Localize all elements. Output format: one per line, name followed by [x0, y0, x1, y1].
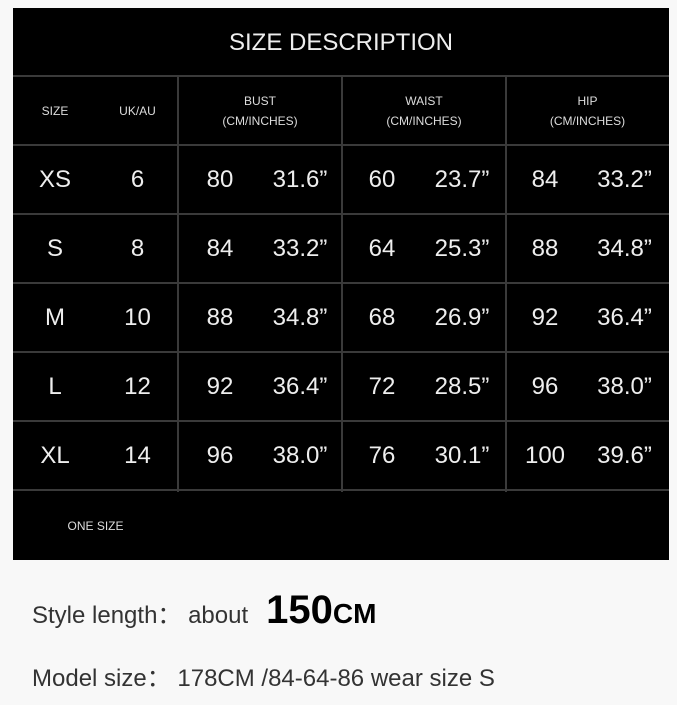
header-waist-unit: (CM/INCHES) [386, 113, 462, 128]
cell-waist-in: 23.7” [434, 165, 490, 193]
cell-hip-cm: 92 [531, 303, 559, 331]
cell-waist-in: 25.3” [434, 234, 490, 262]
cell-bust-in: 36.4” [272, 372, 328, 400]
header-ukau: UK/AU [119, 103, 156, 118]
cell-bust-cm: 84 [206, 234, 234, 262]
cell-bust-cm: 88 [206, 303, 234, 331]
header-size: SIZE [41, 103, 69, 118]
style-length-unit: CM [332, 598, 377, 629]
cell-waist-in: 30.1” [434, 441, 490, 469]
cell-ukau: 10 [124, 303, 151, 331]
cell-hip-in: 34.8” [597, 234, 652, 262]
cell-bust-in: 33.2” [272, 234, 328, 262]
cell-size: L [48, 372, 62, 400]
cell-ukau: 8 [130, 234, 145, 262]
cell-waist-cm: 68 [368, 303, 396, 331]
header-waist: WAIST (CM/INCHES) [342, 77, 506, 144]
header-hip-unit: (CM/INCHES) [549, 113, 626, 128]
cell-ukau: 12 [124, 372, 151, 400]
cell-bust-in: 31.6” [272, 165, 328, 193]
cell-size: S [46, 234, 63, 262]
cell-bust-cm: 92 [206, 372, 234, 400]
cell-waist-in: 26.9” [434, 303, 490, 331]
cell-hip-cm: 88 [531, 234, 559, 262]
cell-bust-in: 34.8” [272, 303, 328, 331]
one-size-label: ONE SIZE [67, 519, 124, 533]
cell-hip-in: 38.0” [597, 372, 652, 400]
header-hip: HIP (CM/INCHES) [506, 77, 669, 144]
cell-hip-in: 36.4” [597, 303, 652, 331]
cell-bust-in: 38.0” [272, 441, 328, 469]
cell-waist-in: 28.5” [434, 372, 490, 400]
cell-waist-cm: 76 [368, 441, 396, 469]
cell-bust-cm: 96 [206, 441, 234, 469]
cell-hip-cm: 100 [524, 441, 566, 469]
cell-size: XL [40, 441, 70, 469]
model-size: Model size： 178CM /84-64-86 wear size S [32, 665, 495, 692]
cell-ukau: 14 [124, 441, 151, 469]
style-length-value: 150 [266, 588, 333, 632]
divider [341, 77, 343, 492]
header-bust-unit: (CM/INCHES) [222, 113, 298, 128]
chart-title: SIZE DESCRIPTION [13, 8, 669, 77]
style-length: Style length： about 150CM [32, 588, 376, 638]
cell-bust-cm: 80 [206, 165, 234, 193]
cell-hip-in: 39.6” [597, 441, 652, 469]
style-length-label: Style length： about [32, 602, 249, 629]
cell-ukau: 6 [130, 165, 145, 193]
cell-hip-cm: 84 [531, 165, 559, 193]
cell-size: M [45, 303, 65, 331]
header-bust-label: BUST [243, 93, 276, 108]
cell-hip-in: 33.2” [597, 165, 652, 193]
cell-hip-cm: 96 [531, 372, 559, 400]
divider [177, 77, 179, 492]
cell-waist-cm: 64 [368, 234, 396, 262]
cell-waist-cm: 60 [368, 165, 396, 193]
divider [505, 77, 507, 492]
cell-size: XS [38, 165, 71, 193]
cell-waist-cm: 72 [368, 372, 396, 400]
header-hip-label: HIP [577, 93, 598, 108]
header-bust: BUST (CM/INCHES) [178, 77, 342, 144]
size-chart: SIZE DESCRIPTION SIZE UK/AU BUST (CM/INCH… [13, 8, 669, 560]
header-waist-label: WAIST [405, 93, 443, 108]
